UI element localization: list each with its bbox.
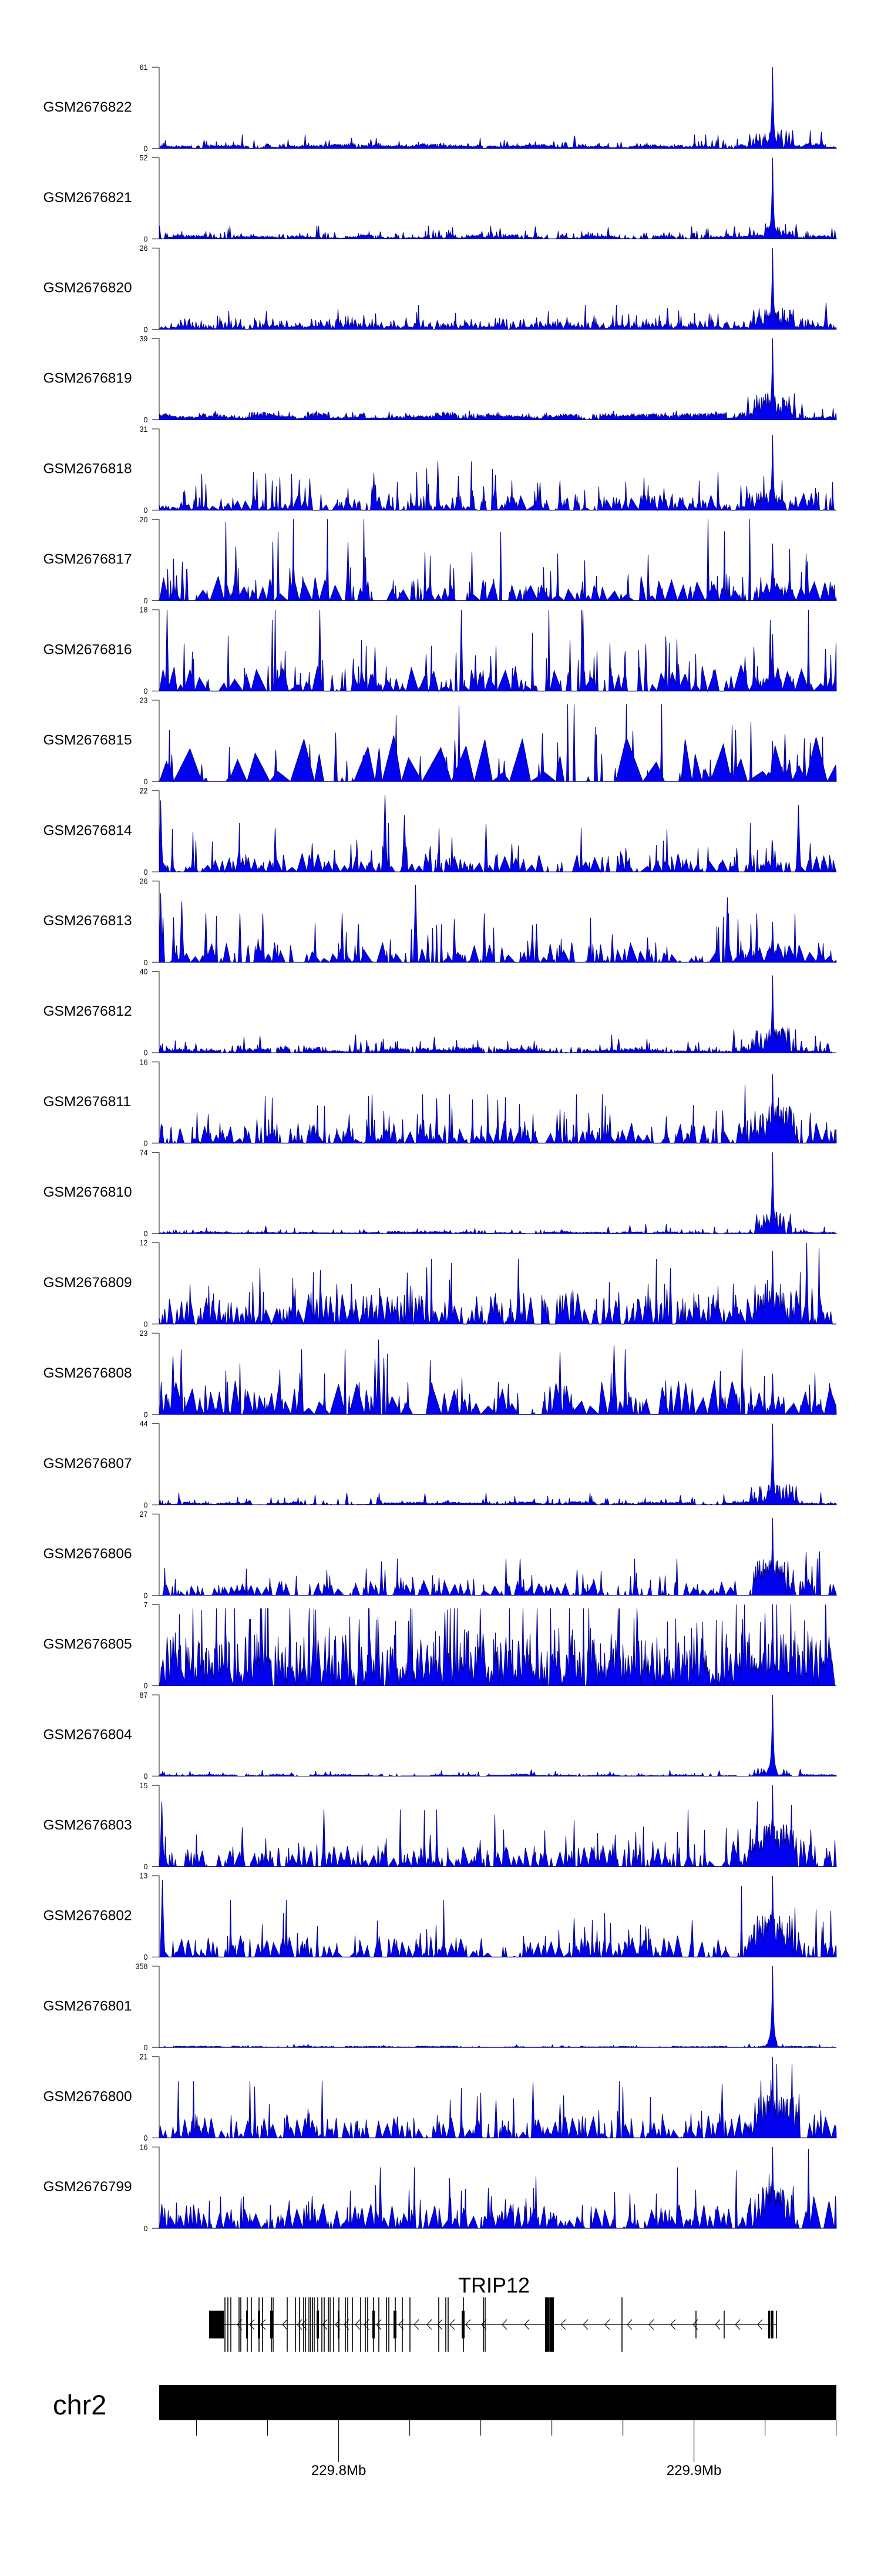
svg-text:GSM2676810: GSM2676810	[43, 1184, 132, 1200]
svg-text:0: 0	[144, 325, 148, 334]
svg-text:16: 16	[140, 1058, 148, 1066]
svg-text:0: 0	[144, 868, 148, 876]
svg-text:GSM2676822: GSM2676822	[43, 99, 132, 115]
svg-text:229.8Mb: 229.8Mb	[311, 2463, 366, 2478]
svg-text:chr2: chr2	[53, 2389, 106, 2420]
svg-text:GSM2676812: GSM2676812	[43, 1003, 132, 1019]
svg-text:GSM2676803: GSM2676803	[43, 1818, 132, 1833]
svg-text:52: 52	[140, 154, 148, 162]
svg-text:0: 0	[144, 2044, 148, 2052]
svg-text:GSM2676800: GSM2676800	[43, 2088, 132, 2104]
svg-text:0: 0	[144, 1140, 148, 1148]
svg-text:15: 15	[140, 1782, 148, 1790]
svg-text:40: 40	[140, 968, 148, 976]
svg-text:13: 13	[140, 1872, 148, 1880]
svg-text:21: 21	[140, 2053, 148, 2061]
svg-text:TRIP12: TRIP12	[458, 2273, 530, 2298]
svg-text:GSM2676819: GSM2676819	[43, 371, 132, 387]
svg-text:0: 0	[144, 1591, 148, 1600]
svg-text:20: 20	[140, 516, 148, 524]
svg-text:0: 0	[144, 687, 148, 696]
svg-text:0: 0	[144, 959, 148, 967]
svg-text:0: 0	[144, 2134, 148, 2142]
svg-text:GSM2676806: GSM2676806	[43, 1546, 132, 1562]
svg-text:GSM2676815: GSM2676815	[43, 732, 132, 748]
svg-text:GSM2676801: GSM2676801	[43, 1998, 132, 2014]
svg-text:GSM2676820: GSM2676820	[43, 280, 132, 296]
svg-text:0: 0	[144, 506, 148, 515]
svg-text:39: 39	[140, 335, 148, 343]
svg-text:0: 0	[144, 145, 148, 153]
svg-text:22: 22	[140, 787, 148, 795]
svg-text:0: 0	[144, 1321, 148, 1329]
svg-text:26: 26	[140, 878, 148, 886]
svg-text:23: 23	[140, 697, 148, 705]
svg-text:0: 0	[144, 235, 148, 243]
svg-text:0: 0	[144, 1230, 148, 1238]
svg-text:GSM2676805: GSM2676805	[43, 1637, 132, 1653]
svg-text:GSM2676821: GSM2676821	[43, 190, 132, 206]
svg-text:16: 16	[140, 2144, 148, 2152]
svg-text:26: 26	[140, 244, 148, 253]
svg-text:0: 0	[144, 2225, 148, 2233]
svg-text:7: 7	[144, 1601, 148, 1609]
svg-text:27: 27	[140, 1510, 148, 1519]
svg-text:358: 358	[136, 1963, 148, 1971]
svg-text:229.9Mb: 229.9Mb	[667, 2463, 721, 2478]
svg-text:GSM2676814: GSM2676814	[43, 822, 132, 838]
svg-text:0: 0	[144, 1049, 148, 1057]
svg-text:18: 18	[140, 606, 148, 614]
svg-text:0: 0	[144, 1772, 148, 1781]
svg-text:GSM2676811: GSM2676811	[43, 1094, 131, 1110]
svg-text:87: 87	[140, 1691, 148, 1700]
svg-text:GSM2676809: GSM2676809	[43, 1275, 132, 1291]
svg-text:0: 0	[144, 1410, 148, 1419]
svg-text:GSM2676802: GSM2676802	[43, 1908, 132, 1924]
svg-text:GSM2676799: GSM2676799	[43, 2179, 132, 2195]
svg-text:GSM2676804: GSM2676804	[43, 1727, 132, 1743]
svg-text:0: 0	[144, 597, 148, 605]
svg-text:GSM2676807: GSM2676807	[43, 1456, 132, 1472]
svg-text:0: 0	[144, 1682, 148, 1690]
svg-text:0: 0	[144, 1863, 148, 1871]
svg-text:GSM2676808: GSM2676808	[43, 1365, 132, 1381]
svg-text:23: 23	[140, 1329, 148, 1338]
svg-text:GSM2676818: GSM2676818	[43, 461, 132, 477]
svg-text:0: 0	[144, 416, 148, 424]
svg-text:GSM2676813: GSM2676813	[43, 913, 132, 929]
svg-text:12: 12	[140, 1239, 148, 1247]
svg-text:0: 0	[144, 1953, 148, 1962]
svg-text:0: 0	[144, 1501, 148, 1509]
svg-text:0: 0	[144, 778, 148, 786]
svg-text:74: 74	[140, 1148, 148, 1157]
svg-text:44: 44	[140, 1420, 148, 1428]
svg-text:31: 31	[140, 425, 148, 434]
svg-text:GSM2676817: GSM2676817	[43, 552, 132, 567]
svg-text:61: 61	[140, 63, 148, 72]
svg-text:GSM2676816: GSM2676816	[43, 642, 132, 657]
